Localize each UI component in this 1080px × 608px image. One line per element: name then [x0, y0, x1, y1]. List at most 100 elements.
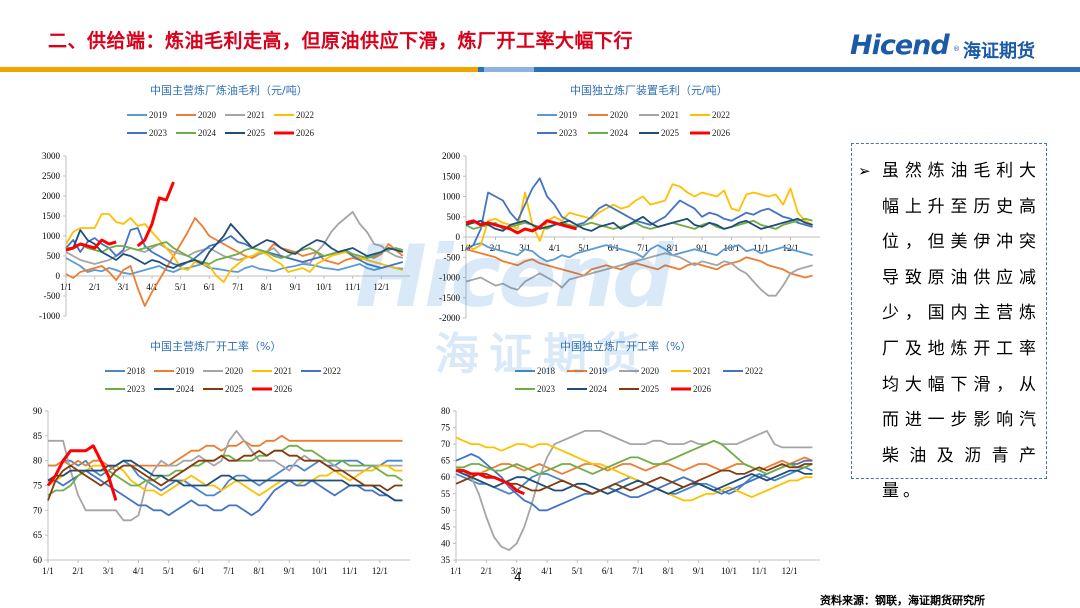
chart-main-refinery-margin: 中国主营炼厂炼油毛利（元/吨） 2019 2020 2021 2022 2023 2024 2… [39, 83, 410, 321]
legend-label-2023: 2023 [127, 384, 146, 394]
series-line-2025 [465, 215, 813, 232]
series-line-2020 [65, 217, 404, 307]
y-tick-label: -1500 [439, 293, 460, 303]
x-tick-label: 2/1 [481, 566, 493, 576]
legend-label-2021: 2021 [693, 366, 711, 376]
series-line-2024 [66, 241, 404, 265]
x-tick-label: 1/1 [450, 566, 462, 576]
logo-text-en: Hicend [850, 30, 950, 61]
x-tick-label: 11/1 [751, 566, 767, 576]
x-tick-label: 10/1 [311, 566, 327, 576]
series-line-2025 [455, 463, 813, 495]
legend-label-2025: 2025 [225, 384, 244, 394]
y-tick-label: 65 [441, 456, 451, 466]
y-tick-label: 0 [56, 271, 61, 281]
series-line-2026 [465, 219, 577, 235]
x-tick-label: 1/1 [42, 566, 54, 576]
x-tick-label: 9/1 [290, 282, 302, 292]
y-tick-label: 75 [441, 423, 451, 433]
y-tick-label: 3000 [42, 151, 61, 161]
logo-text-cn: 海证期货 [963, 41, 1035, 62]
data-source: 资料来源：钢联，海证期货研究所 [820, 594, 985, 607]
legend-label-2026: 2026 [274, 384, 293, 394]
x-tick-label: 7/1 [637, 243, 649, 253]
x-tick-label: 5/1 [572, 566, 584, 576]
commentary-text: 虽然炼油毛利大幅上升至历史高位，但美伊冲突导致原油供应减少，国内主营炼厂及地炼开… [882, 161, 1040, 502]
x-tick-label: 2/1 [490, 243, 502, 253]
x-tick-label: 9/1 [284, 566, 296, 576]
legend-label-2019: 2019 [176, 366, 195, 376]
y-tick-label: -1000 [439, 273, 460, 283]
x-tick-label: 5/1 [175, 282, 187, 292]
x-tick-label: 12/1 [782, 566, 798, 576]
y-tick-label: 70 [33, 505, 43, 515]
y-tick-label: 80 [33, 456, 43, 466]
legend-label-2019: 2019 [559, 110, 578, 120]
legend-label-2023: 2023 [149, 128, 168, 138]
legend-label-2020: 2020 [225, 366, 244, 376]
series-line-2022 [48, 469, 403, 517]
chart-main-refinery-utilization: 中国主营炼厂开工率（%） 2018 2019 2020 2021 2022 2023 2024… [33, 339, 410, 576]
legend-label-2026: 2026 [712, 128, 731, 138]
y-tick-label: -500 [444, 252, 461, 262]
series-line-2025 [47, 449, 403, 501]
legend-label-2019: 2019 [589, 366, 608, 376]
x-tick-label: 12/1 [372, 566, 388, 576]
legend-label-2021: 2021 [661, 110, 679, 120]
legend-label-2018: 2018 [537, 366, 556, 376]
legend-label-2024: 2024 [198, 128, 217, 138]
series-line-2022 [455, 453, 813, 512]
x-tick-label: 10/1 [316, 282, 332, 292]
legend-label-2018: 2018 [127, 366, 146, 376]
chart-title: 中国独立炼厂装置毛利（元/吨） [570, 83, 728, 97]
chart-independent-refinery-margin: 中国独立炼厂装置毛利（元/吨） 2019 2020 2021 2022 2023 2024 2… [439, 83, 820, 323]
legend-label-2021: 2021 [247, 110, 265, 120]
y-tick-label: 55 [441, 489, 451, 499]
x-tick-label: 2/1 [72, 566, 84, 576]
series-line-2021 [465, 252, 813, 297]
y-tick-label: 70 [441, 439, 451, 449]
commentary-box: ➢ 虽然炼油毛利大幅上升至历史高位，但美伊冲突导致原油供应减少，国内主营炼厂及地… [851, 143, 1047, 501]
series-line-2021 [65, 211, 404, 265]
y-tick-label: 45 [441, 522, 451, 532]
x-tick-label: 6/1 [193, 566, 205, 576]
chart-title: 中国主营炼厂开工率（%） [150, 339, 281, 353]
legend-label-2024: 2024 [610, 128, 629, 138]
y-tick-label: 1500 [42, 211, 61, 221]
x-tick-label: 7/1 [223, 566, 235, 576]
x-tick-label: 6/1 [204, 282, 216, 292]
x-tick-label: 11/1 [342, 566, 358, 576]
x-tick-label: 10/1 [721, 566, 737, 576]
series-line-2022 [65, 213, 404, 283]
header-band-orange-2 [318, 67, 478, 72]
y-tick-label: 2000 [442, 151, 461, 161]
legend-label-2022: 2022 [296, 110, 314, 120]
x-tick-label: 3/1 [519, 243, 531, 253]
series-line-2021 [455, 436, 813, 502]
series-line-2019 [465, 242, 813, 263]
series-line-2024 [465, 217, 813, 230]
y-tick-label: 50 [441, 505, 451, 515]
x-tick-label: 3/1 [103, 566, 115, 576]
series-line-2023 [465, 177, 813, 250]
legend-label-2024: 2024 [589, 384, 608, 394]
series-line-2025 [65, 223, 404, 269]
series-line-2023 [456, 439, 813, 475]
legend-label-2026: 2026 [296, 128, 315, 138]
y-tick-label: 1500 [442, 171, 461, 181]
series-line-2026 [65, 181, 175, 252]
y-tick-label: 60 [33, 555, 43, 565]
header-band-blue-2 [534, 67, 1080, 72]
header-band-lightblue [484, 67, 534, 72]
y-tick-label: -2000 [439, 313, 460, 323]
legend-label-2021: 2021 [274, 366, 292, 376]
x-tick-label: 11/1 [345, 282, 361, 292]
y-tick-label: 80 [441, 406, 451, 416]
legend-label-2020: 2020 [198, 110, 217, 120]
series-line-2020 [465, 248, 813, 279]
x-tick-label: 1/1 [460, 243, 472, 253]
series-line-2024 [47, 459, 403, 502]
y-tick-label: 40 [441, 538, 451, 548]
x-tick-label: 3/1 [511, 566, 523, 576]
chart-independent-refinery-utilization: 中国独立炼厂开工率（%） 2018 2019 2020 2021 2022 2023 2024… [441, 339, 820, 576]
